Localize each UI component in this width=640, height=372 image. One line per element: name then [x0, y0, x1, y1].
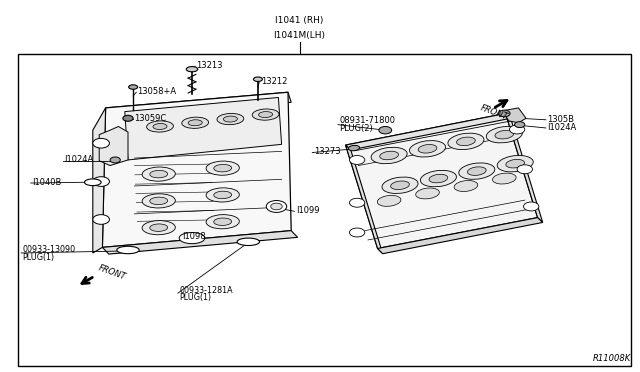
- Ellipse shape: [214, 218, 232, 225]
- Circle shape: [349, 155, 365, 164]
- Text: R11008K: R11008K: [593, 354, 631, 363]
- Polygon shape: [502, 108, 526, 123]
- Ellipse shape: [416, 188, 439, 199]
- Circle shape: [509, 125, 525, 134]
- Circle shape: [515, 122, 525, 128]
- Ellipse shape: [493, 173, 516, 184]
- Ellipse shape: [217, 113, 244, 125]
- Text: 13212: 13212: [261, 77, 287, 86]
- Ellipse shape: [266, 201, 287, 212]
- Circle shape: [517, 165, 532, 174]
- Text: I1041 (RH): I1041 (RH): [275, 16, 324, 25]
- Polygon shape: [506, 113, 543, 222]
- Ellipse shape: [448, 133, 484, 150]
- Text: I1099: I1099: [296, 206, 319, 215]
- Ellipse shape: [142, 221, 175, 235]
- Circle shape: [349, 198, 365, 207]
- Polygon shape: [346, 113, 511, 150]
- Text: 13273: 13273: [314, 147, 340, 156]
- Ellipse shape: [93, 138, 109, 148]
- Circle shape: [379, 126, 392, 134]
- Ellipse shape: [142, 194, 175, 208]
- Text: I1024A: I1024A: [64, 155, 93, 164]
- Ellipse shape: [150, 197, 168, 205]
- Circle shape: [110, 157, 120, 163]
- Ellipse shape: [84, 179, 101, 186]
- Text: I1024A: I1024A: [547, 123, 577, 132]
- Ellipse shape: [259, 112, 273, 118]
- Circle shape: [499, 110, 510, 117]
- Ellipse shape: [142, 167, 175, 181]
- Ellipse shape: [206, 188, 239, 202]
- Ellipse shape: [454, 180, 477, 192]
- Ellipse shape: [223, 116, 237, 122]
- Ellipse shape: [129, 85, 138, 89]
- Text: 13059C: 13059C: [134, 114, 166, 123]
- Ellipse shape: [429, 174, 448, 183]
- Polygon shape: [346, 145, 383, 254]
- Ellipse shape: [459, 163, 495, 179]
- Circle shape: [349, 228, 365, 237]
- Polygon shape: [346, 113, 538, 248]
- Ellipse shape: [182, 117, 209, 128]
- Ellipse shape: [93, 177, 109, 186]
- Text: I1098: I1098: [182, 232, 205, 241]
- Ellipse shape: [420, 170, 456, 187]
- Polygon shape: [125, 97, 282, 160]
- Polygon shape: [102, 231, 298, 254]
- Ellipse shape: [410, 141, 445, 157]
- Ellipse shape: [206, 161, 239, 175]
- Ellipse shape: [382, 177, 418, 193]
- Text: I1040B: I1040B: [32, 178, 61, 187]
- Text: I1041M(LH): I1041M(LH): [273, 31, 326, 40]
- Text: 13213: 13213: [196, 61, 223, 70]
- Bar: [18, 54, 631, 366]
- Ellipse shape: [497, 155, 533, 172]
- Ellipse shape: [252, 109, 279, 120]
- Ellipse shape: [147, 121, 173, 132]
- Text: PLUG(1): PLUG(1): [22, 253, 54, 262]
- Text: 1305B: 1305B: [547, 115, 574, 124]
- Ellipse shape: [418, 145, 437, 153]
- Polygon shape: [102, 92, 291, 247]
- Ellipse shape: [179, 232, 205, 244]
- Ellipse shape: [486, 126, 522, 143]
- Ellipse shape: [150, 170, 168, 178]
- Text: 00933-1281A: 00933-1281A: [179, 286, 233, 295]
- Ellipse shape: [378, 195, 401, 206]
- Ellipse shape: [371, 147, 407, 164]
- Polygon shape: [99, 126, 128, 166]
- Text: FRONT: FRONT: [97, 264, 127, 282]
- Ellipse shape: [456, 137, 476, 145]
- Ellipse shape: [271, 203, 282, 210]
- Ellipse shape: [206, 215, 239, 229]
- Text: 00933-13090: 00933-13090: [22, 246, 76, 254]
- Ellipse shape: [467, 167, 486, 175]
- Ellipse shape: [116, 246, 140, 254]
- Ellipse shape: [237, 238, 260, 246]
- Ellipse shape: [150, 224, 168, 231]
- Ellipse shape: [214, 191, 232, 199]
- Ellipse shape: [506, 160, 525, 168]
- Text: 13058+A: 13058+A: [137, 87, 176, 96]
- Ellipse shape: [348, 145, 360, 151]
- Polygon shape: [93, 108, 106, 253]
- Ellipse shape: [153, 124, 167, 129]
- Polygon shape: [106, 92, 291, 117]
- Ellipse shape: [495, 131, 514, 139]
- Ellipse shape: [93, 215, 109, 224]
- Circle shape: [123, 115, 133, 121]
- Text: PLUG(2): PLUG(2): [339, 124, 373, 133]
- Text: 08931-71800: 08931-71800: [339, 116, 396, 125]
- Ellipse shape: [380, 151, 399, 160]
- Text: PLUG(1): PLUG(1): [179, 293, 211, 302]
- Ellipse shape: [390, 181, 410, 189]
- Ellipse shape: [188, 120, 202, 126]
- Polygon shape: [378, 218, 543, 254]
- Text: FRONT: FRONT: [479, 103, 509, 122]
- Ellipse shape: [253, 77, 262, 81]
- Circle shape: [524, 202, 539, 211]
- Ellipse shape: [214, 164, 232, 172]
- Ellipse shape: [186, 67, 198, 72]
